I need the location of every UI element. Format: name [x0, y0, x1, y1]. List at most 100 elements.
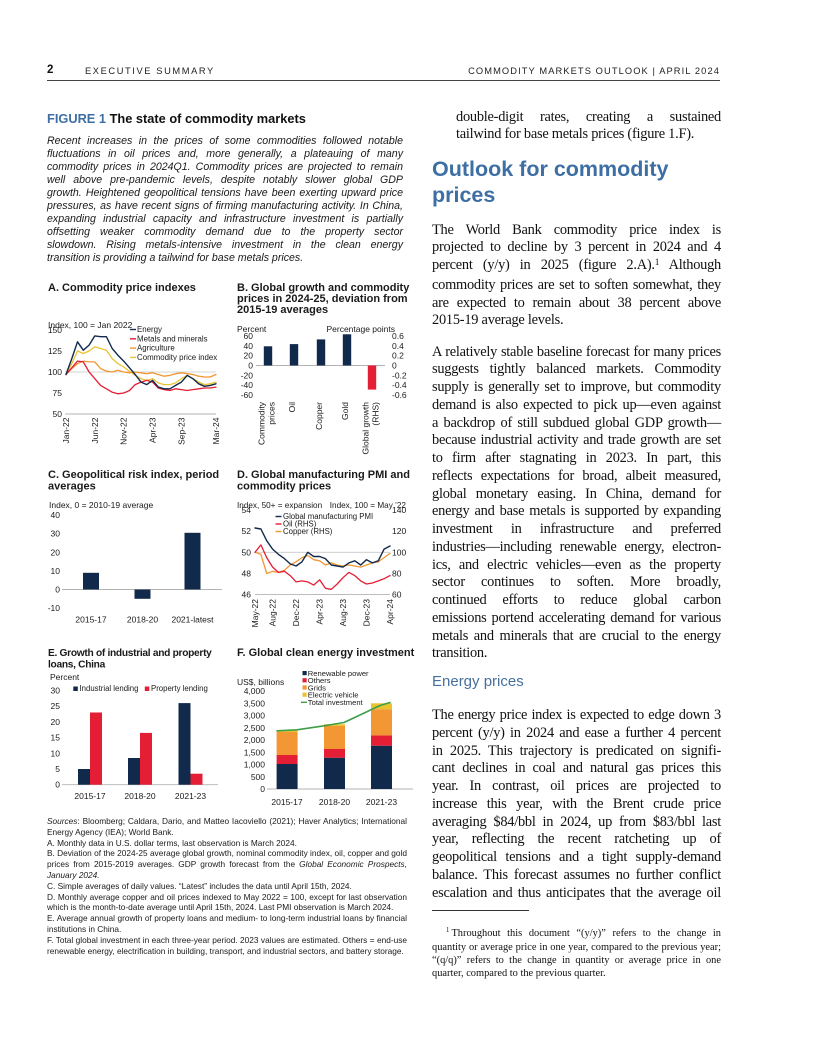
- svg-text:Copper (RHS): Copper (RHS): [283, 527, 333, 536]
- svg-text:Sep-23: Sep-23: [176, 417, 186, 445]
- svg-text:2018-20: 2018-20: [127, 615, 158, 625]
- svg-text:Grids: Grids: [308, 683, 326, 692]
- svg-text:prices in 2024-25, deviation f: prices in 2024-25, deviation from: [237, 293, 408, 305]
- svg-text:100: 100: [48, 367, 62, 377]
- svg-text:Gold: Gold: [340, 402, 350, 420]
- svg-text:commodity prices: commodity prices: [237, 481, 331, 493]
- svg-text:50: 50: [53, 409, 63, 419]
- svg-text:2018-20: 2018-20: [319, 797, 350, 807]
- svg-text:30: 30: [51, 529, 61, 539]
- svg-text:2021-23: 2021-23: [366, 797, 397, 807]
- svg-text:20: 20: [244, 351, 254, 361]
- svg-text:20: 20: [51, 547, 61, 557]
- svg-text:Nov-22: Nov-22: [119, 417, 129, 445]
- svg-text:48: 48: [242, 568, 252, 578]
- svg-text:4,000: 4,000: [244, 686, 266, 696]
- svg-text:Jun-22: Jun-22: [90, 417, 100, 443]
- svg-text:Index, 100 = May ’22: Index, 100 = May ’22: [330, 501, 407, 510]
- svg-text:1,500: 1,500: [244, 747, 266, 757]
- svg-text:60: 60: [392, 590, 402, 600]
- svg-text:5: 5: [55, 764, 60, 774]
- svg-text:75: 75: [53, 388, 63, 398]
- svg-text:B. Global growth and commodity: B. Global growth and commodity: [237, 282, 410, 294]
- svg-text:F. Global clean energy investm: F. Global clean energy investment: [237, 647, 415, 659]
- svg-text:Aug-22: Aug-22: [268, 599, 278, 627]
- svg-text:46: 46: [242, 590, 252, 600]
- svg-text:1,000: 1,000: [244, 760, 266, 770]
- svg-text:Apr-23: Apr-23: [315, 599, 325, 625]
- svg-text:0: 0: [55, 585, 60, 595]
- svg-text:25: 25: [51, 701, 61, 711]
- svg-text:US$, billions: US$, billions: [237, 677, 284, 687]
- svg-text:150: 150: [48, 325, 62, 335]
- svg-text:Copper: Copper: [314, 402, 324, 430]
- svg-text:0.6: 0.6: [392, 331, 404, 341]
- svg-text:Global growth: Global growth: [361, 402, 371, 455]
- svg-text:100: 100: [392, 547, 406, 557]
- svg-text:Oil: Oil: [287, 402, 297, 413]
- svg-text:Percent: Percent: [237, 324, 267, 334]
- svg-text:2018-20: 2018-20: [124, 791, 155, 801]
- svg-text:D. Global manufacturing PMI an: D. Global manufacturing PMI and: [237, 469, 410, 481]
- svg-text:2015-19 averages: 2015-19 averages: [237, 304, 328, 316]
- svg-text:averages: averages: [48, 481, 96, 493]
- svg-text:Renewable power: Renewable power: [308, 669, 369, 678]
- svg-text:3,500: 3,500: [244, 698, 266, 708]
- svg-text:Index, 50+ = expansion: Index, 50+ = expansion: [237, 501, 323, 510]
- svg-text:20: 20: [51, 717, 61, 727]
- svg-text:Others: Others: [308, 676, 331, 685]
- svg-text:E. Growth of industrial and pr: E. Growth of industrial and property: [48, 648, 212, 659]
- svg-text:Global manufacturing PMI: Global manufacturing PMI: [283, 512, 373, 521]
- svg-text:0.2: 0.2: [392, 351, 404, 361]
- svg-text:C. Geopolitical risk index, pe: C. Geopolitical risk index, period: [48, 469, 219, 481]
- svg-text:2021-23: 2021-23: [175, 791, 206, 801]
- svg-text:-10: -10: [48, 603, 61, 613]
- svg-text:-0.4: -0.4: [392, 380, 407, 390]
- svg-text:52: 52: [242, 526, 252, 536]
- svg-text:Apr-23: Apr-23: [148, 417, 158, 443]
- svg-text:40: 40: [51, 510, 61, 520]
- svg-text:(RHS): (RHS): [371, 402, 381, 426]
- svg-text:0.4: 0.4: [392, 341, 404, 351]
- svg-text:Percentage points: Percentage points: [326, 324, 395, 334]
- svg-text:0: 0: [55, 780, 60, 790]
- svg-text:10: 10: [51, 566, 61, 576]
- svg-text:2,500: 2,500: [244, 723, 266, 733]
- svg-text:2015-17: 2015-17: [74, 791, 105, 801]
- svg-text:0: 0: [248, 361, 253, 371]
- svg-text:Metals and minerals: Metals and minerals: [137, 334, 208, 343]
- svg-text:10: 10: [51, 748, 61, 758]
- svg-text:125: 125: [48, 346, 62, 356]
- svg-text:54: 54: [242, 505, 252, 515]
- svg-text:Commodity: Commodity: [257, 401, 267, 445]
- svg-text:Index, 100 = Jan 2022: Index, 100 = Jan 2022: [48, 320, 133, 330]
- svg-text:30: 30: [51, 686, 61, 696]
- svg-text:A. Commodity price indexes: A. Commodity price indexes: [48, 282, 196, 294]
- svg-text:3,000: 3,000: [244, 711, 266, 721]
- svg-text:-0.6: -0.6: [392, 390, 407, 400]
- svg-text:Industrial lending: Industrial lending: [80, 684, 139, 693]
- svg-text:Dec-23: Dec-23: [362, 599, 372, 627]
- svg-text:2015-17: 2015-17: [75, 615, 106, 625]
- svg-text:-60: -60: [241, 390, 254, 400]
- svg-text:Oil (RHS): Oil (RHS): [283, 520, 317, 529]
- svg-text:Electric vehicle: Electric vehicle: [308, 691, 359, 700]
- svg-text:2,000: 2,000: [244, 735, 266, 745]
- svg-text:Dec-22: Dec-22: [291, 599, 301, 627]
- svg-text:May-22: May-22: [250, 599, 260, 628]
- svg-text:Property lending: Property lending: [151, 684, 208, 693]
- svg-text:Index, 0 = 2010-19 average: Index, 0 = 2010-19 average: [49, 500, 153, 510]
- svg-text:Agriculture: Agriculture: [137, 344, 175, 353]
- svg-text:0: 0: [392, 361, 397, 371]
- svg-text:50: 50: [242, 547, 252, 557]
- svg-text:-40: -40: [241, 380, 254, 390]
- svg-text:loans, China: loans, China: [48, 660, 106, 671]
- svg-text:Total investment: Total investment: [308, 698, 364, 707]
- svg-text:Apr-24: Apr-24: [385, 599, 395, 625]
- svg-text:60: 60: [244, 331, 254, 341]
- svg-text:-20: -20: [241, 370, 254, 380]
- svg-text:Mar-24: Mar-24: [211, 417, 221, 444]
- svg-text:15: 15: [51, 733, 61, 743]
- svg-text:Energy: Energy: [137, 325, 162, 334]
- svg-text:2021-latest: 2021-latest: [171, 615, 214, 625]
